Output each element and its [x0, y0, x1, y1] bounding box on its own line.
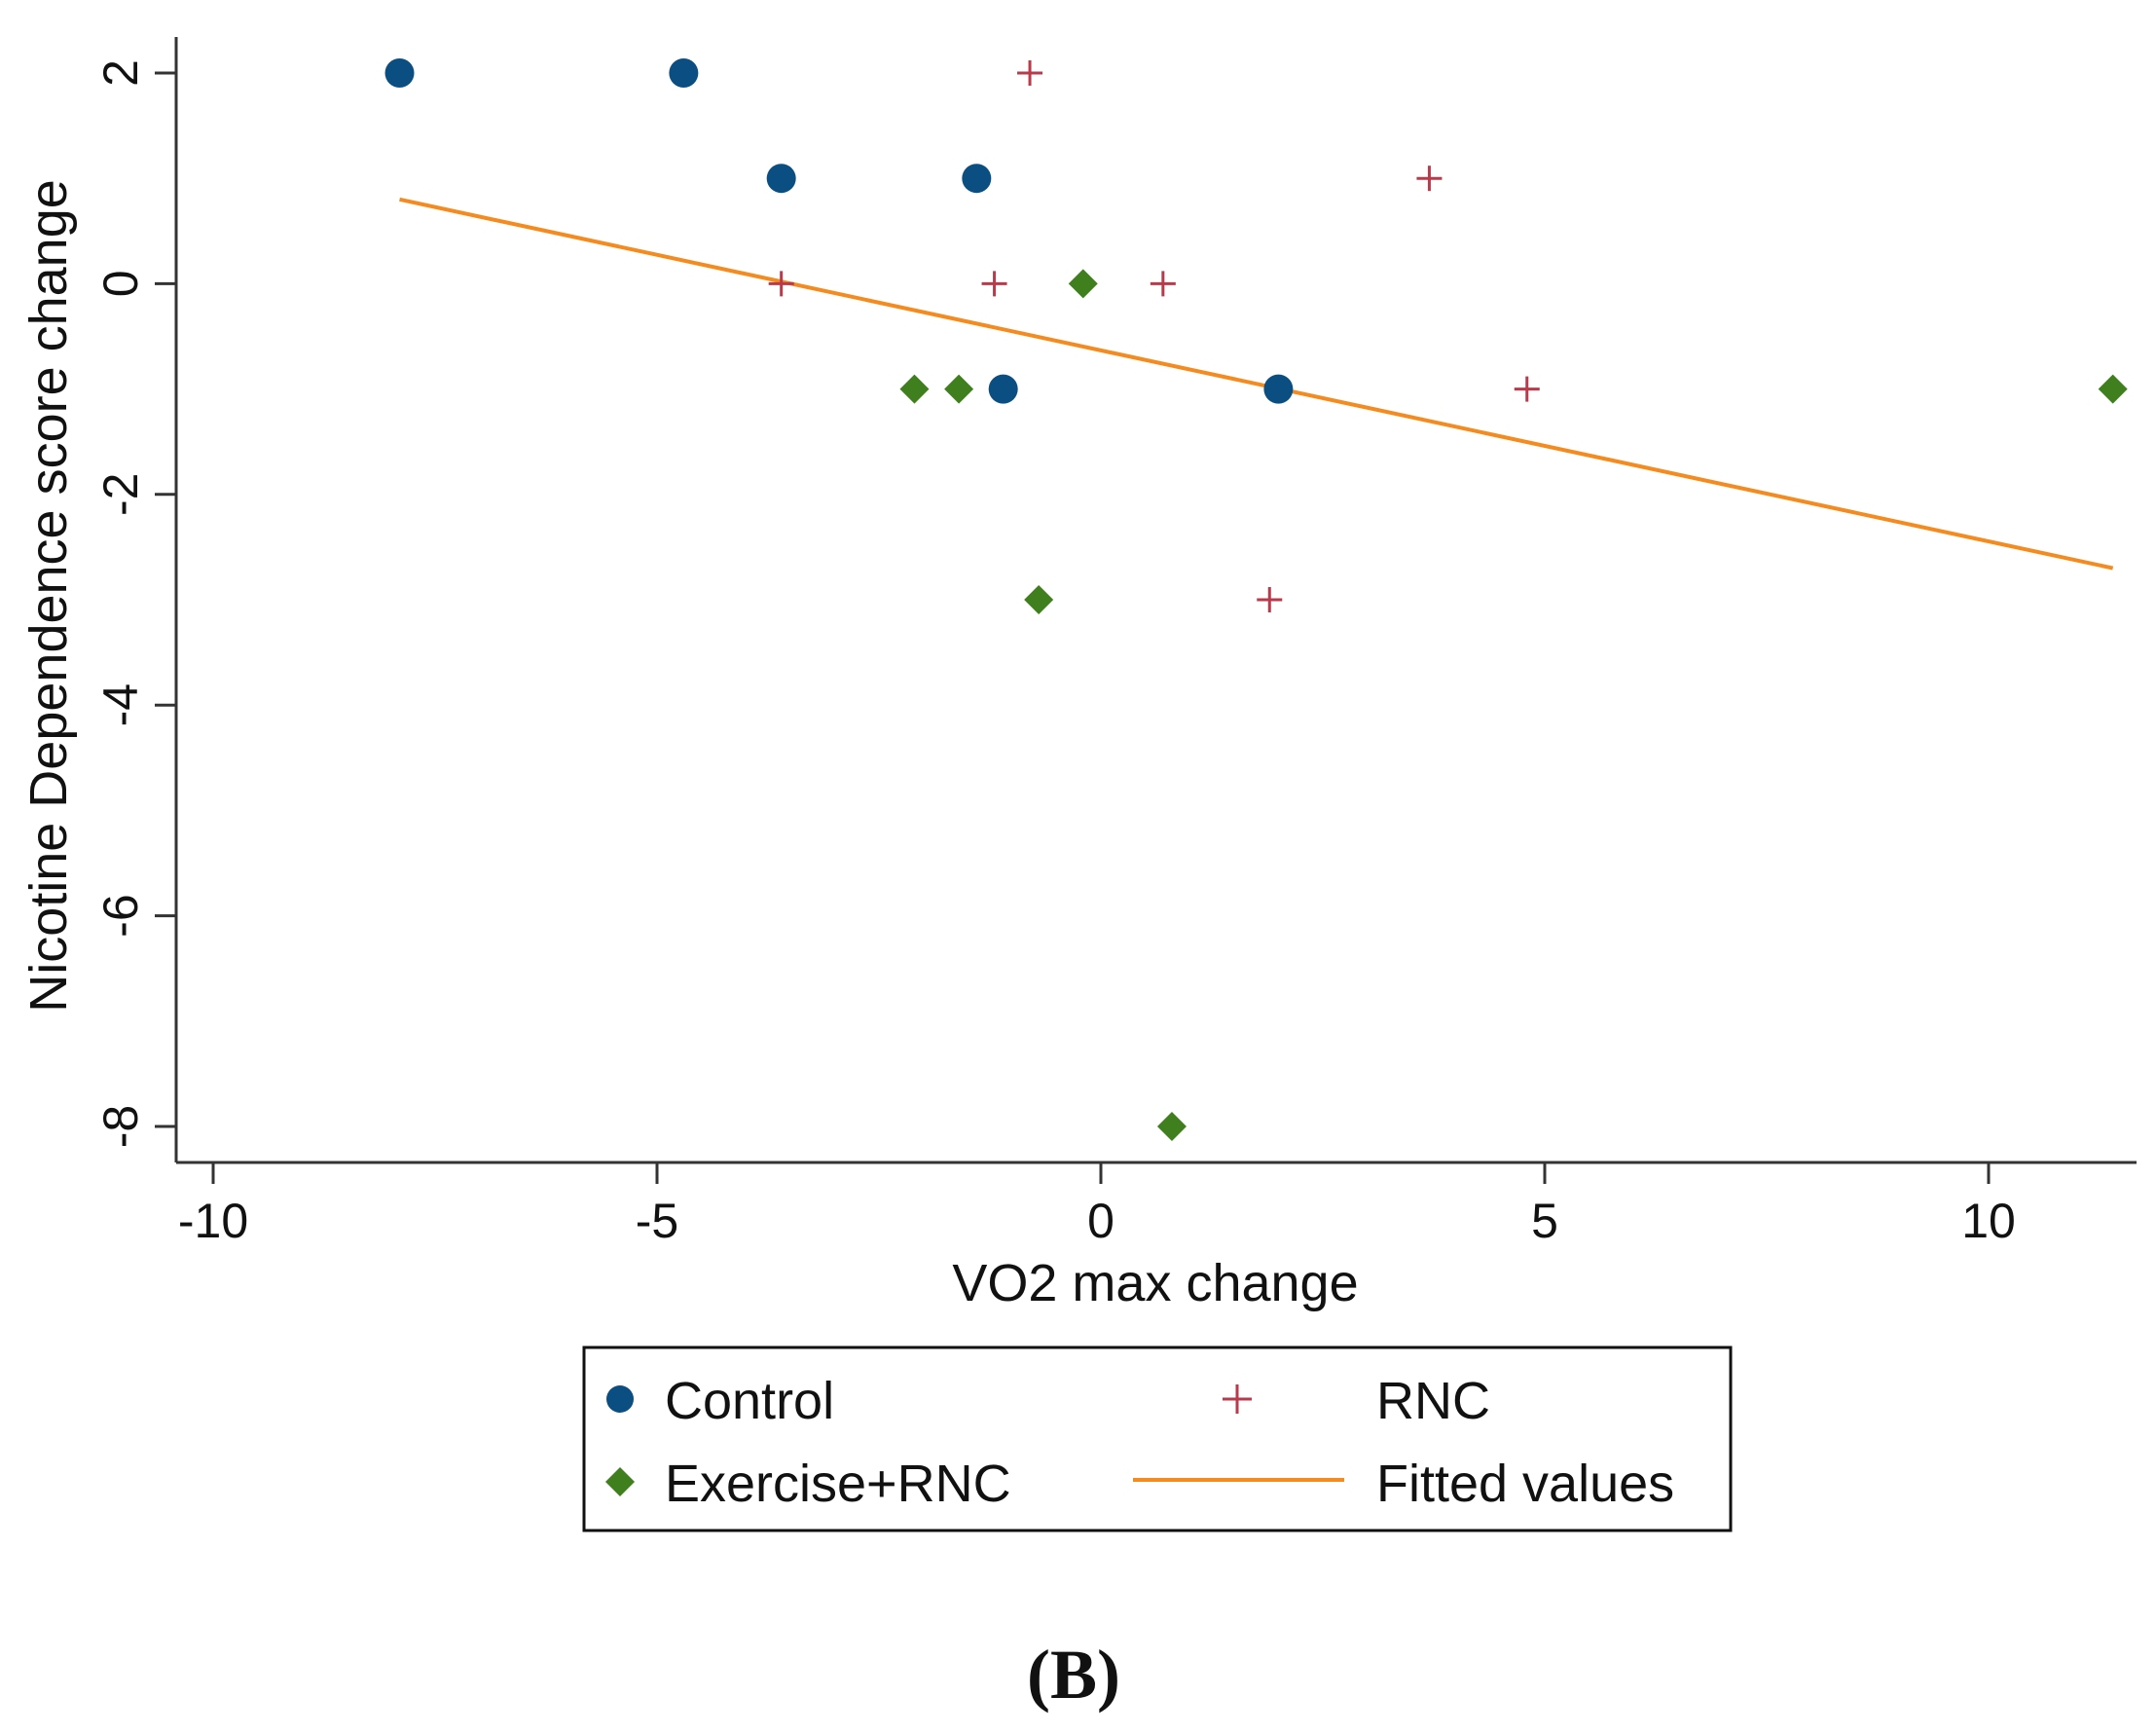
exercise-rnc-point — [899, 374, 930, 404]
control-point — [1263, 374, 1294, 404]
legend: Control RNC Exercise+RNC Fitted values — [582, 1346, 1733, 1532]
y-tick-label: -8 — [93, 1105, 148, 1148]
legend-box — [582, 1346, 1733, 1532]
control-point — [988, 374, 1018, 404]
y-tick-label: 0 — [93, 270, 148, 297]
rnc-point — [1257, 587, 1283, 612]
y-tick-label: 2 — [93, 59, 148, 87]
rnc-point — [1017, 60, 1043, 86]
legend-exercise-rnc-label: Exercise+RNC — [665, 1455, 1011, 1513]
legend-fitted-values-label: Fitted values — [1376, 1455, 1674, 1513]
y-tick-label: -2 — [93, 473, 148, 516]
y-tick-label: -6 — [93, 894, 148, 937]
y-tick-label: -4 — [93, 683, 148, 726]
legend-rnc-label: RNC — [1376, 1372, 1490, 1430]
x-tick-label: -5 — [636, 1194, 678, 1248]
x-tick-label: 5 — [1531, 1194, 1558, 1248]
control-point — [766, 164, 796, 194]
exercise-rnc-point — [1068, 269, 1098, 299]
x-tick-label: 0 — [1087, 1194, 1115, 1248]
x-tick-label: 10 — [1961, 1194, 2016, 1248]
control-point — [384, 58, 415, 88]
rnc-point — [1416, 166, 1443, 192]
exercise-rnc-point — [1156, 1112, 1187, 1141]
legend-rnc-symbol — [1223, 1384, 1252, 1414]
x-axis-title: VO2 max change — [952, 1254, 1358, 1312]
rnc-point — [1514, 376, 1540, 402]
legend-control-symbol — [606, 1385, 634, 1413]
panel-label: (B) — [1027, 1636, 1120, 1714]
legend-control-label: Control — [665, 1372, 834, 1430]
exercise-rnc-point — [944, 374, 974, 404]
legend-exercise-rnc-symbol — [605, 1467, 635, 1496]
rnc-point — [1150, 271, 1176, 297]
exercise-rnc-point — [1024, 585, 1054, 614]
exercise-rnc-point — [2098, 374, 2128, 404]
control-point — [669, 58, 699, 88]
rnc-point — [981, 271, 1007, 297]
x-tick-label: -10 — [178, 1194, 248, 1248]
fitted-values-line — [399, 197, 2114, 571]
rnc-point — [768, 271, 794, 297]
y-axis-ticks: 2 0 -2 -4 -6 -8 — [93, 59, 176, 1148]
plot-marks — [384, 58, 2128, 1141]
control-point — [962, 164, 992, 194]
x-axis-ticks: -10 -5 0 5 10 — [178, 1162, 2016, 1248]
y-axis-title: Nicotine Dependence score change — [19, 179, 78, 1013]
